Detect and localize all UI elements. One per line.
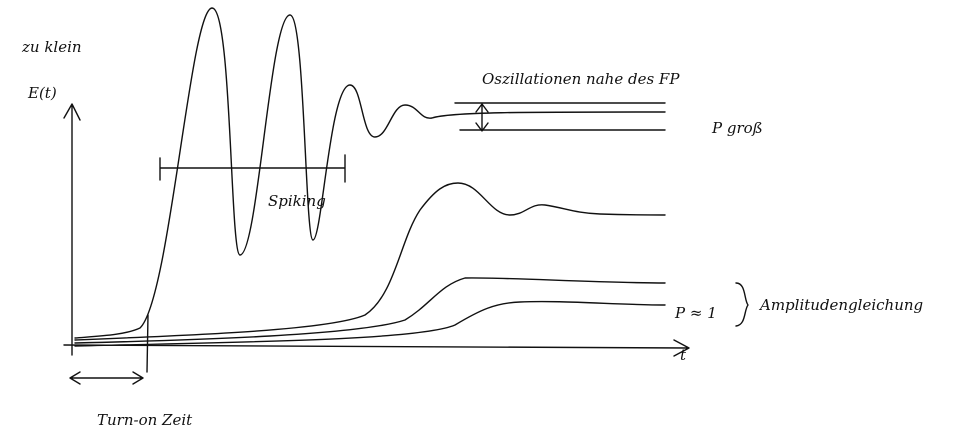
amplitude-label: Amplitudengleichung — [758, 296, 923, 314]
p-one-label: P ≈ 1 — [674, 304, 717, 322]
curve-medium — [75, 183, 665, 340]
curve-large-p — [75, 8, 665, 338]
turn-on-arrow — [70, 372, 143, 384]
p-large-label: P groß — [711, 119, 763, 137]
turn-on-label: Turn-on Zeit — [97, 411, 193, 429]
sketch: zu klein E(t) Oszillationen nahe des FP … — [0, 0, 963, 439]
brace — [736, 283, 748, 326]
x-axis-label: t — [680, 346, 687, 364]
oscillation-label: Oszillationen nahe des FP — [482, 70, 680, 88]
y-axis-label: E(t) — [27, 84, 57, 102]
spiking-bar — [160, 155, 345, 182]
x-axis — [64, 340, 689, 356]
y-axis — [64, 104, 80, 355]
turn-on-tick — [147, 315, 148, 372]
spiking-label: Spiking — [268, 192, 326, 210]
fp-arrow — [476, 104, 488, 131]
curve-p-one-b — [75, 302, 665, 346]
note-too-small: zu klein — [21, 38, 82, 56]
